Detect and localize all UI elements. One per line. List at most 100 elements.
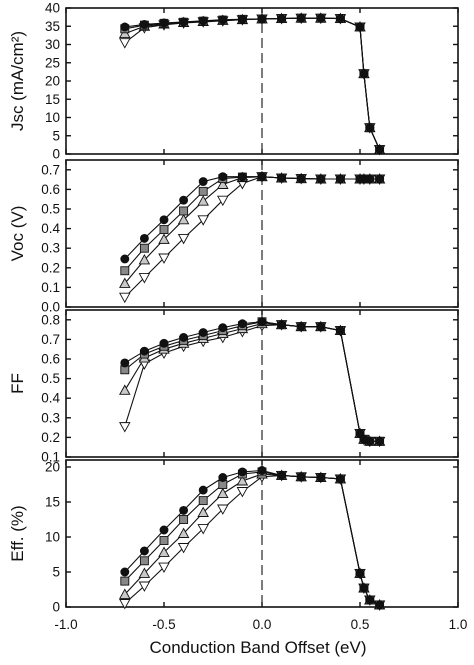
panel-2-series-1-point (179, 195, 189, 205)
x-tick-label: 0.0 (253, 617, 272, 632)
panel-2-series-1-point (159, 215, 169, 225)
panel-2-ytick-label: 0.4 (41, 221, 60, 236)
panel-2-series-1-point (277, 173, 287, 183)
panel-3-series-1-point (139, 346, 149, 356)
panel-2-y-axis-label: Voc (V) (8, 206, 27, 262)
panel-3-series-1-point (159, 338, 169, 348)
panel-3-series-1-point (198, 328, 208, 337)
panel-3-ytick-label: 0.1 (41, 450, 60, 465)
panel-3-y-axis-label: FF (8, 373, 27, 394)
panel-1-series-1-point (257, 14, 267, 24)
panel-1-series-1-point (218, 15, 228, 25)
panel-2-ytick-label: 0.7 (41, 162, 60, 177)
panel-1-series-4-line (124, 17, 381, 150)
panel-1-series-1-point (159, 18, 169, 28)
panel-1-ytick-label: 25 (45, 55, 60, 70)
panel-1-ytick-label: 35 (45, 19, 60, 34)
panel-4-series-1-point (257, 466, 267, 475)
panel-3-series-1-point (316, 322, 326, 332)
panel-4-series-3-point (177, 527, 190, 538)
panel-1-ytick-label: 40 (45, 1, 60, 16)
panel-2-series-4-point (158, 253, 170, 264)
panel-2-series-4-point (138, 273, 151, 284)
panel-4-series-1-point (335, 474, 345, 484)
panel-2-ytick-label: 0.1 (41, 280, 60, 295)
panel-2-series-2-point (159, 225, 169, 235)
panel-1-ytick-label: 10 (45, 110, 60, 125)
panel-2-series-1-point (198, 177, 208, 187)
panel-2-series-3-point (177, 213, 190, 225)
panel-1-series-4-point (119, 38, 131, 49)
panel-1-series-2-line (124, 17, 381, 150)
panel-2-series-1-point (316, 174, 326, 184)
panel-2-series-4-point (119, 292, 131, 304)
panel-2-ytick-label: 0.6 (41, 182, 60, 197)
panel-1-series-3-line (124, 17, 381, 150)
panel-2-series-1-point (365, 174, 375, 184)
x-tick-label: -1.0 (54, 617, 77, 632)
panel-2-series-1-point (296, 174, 306, 184)
panel-4-series-4-point (217, 504, 229, 515)
panel-4-series-1-point (316, 473, 326, 482)
x-tick-label: 1.0 (449, 617, 468, 632)
panel-4-series-1-point (179, 505, 189, 515)
panel-3-ytick-label: 0.2 (41, 430, 60, 445)
panel-4-series-1-point (375, 600, 385, 610)
panel-1-series-1-point (316, 13, 326, 23)
panel-2-ytick-label: 0.3 (41, 241, 60, 256)
panel-4-series-2-point (120, 576, 130, 586)
panel-4-series-1-point (296, 472, 306, 482)
panel-1-series-1-point (355, 22, 365, 32)
panel-2-ytick-label: 0.2 (41, 260, 60, 275)
panel-1-ytick-label: 15 (45, 92, 60, 107)
panel-3-series-1-point (257, 317, 267, 327)
panel-2-series-4-point (217, 195, 229, 207)
panel-1-ytick-label: 5 (52, 128, 60, 143)
panel-4-series-2-point (139, 556, 149, 566)
panel-1-series-1-point (198, 16, 208, 26)
panel-3-series-1-point (296, 322, 306, 332)
panel-4-series-1-point (139, 546, 149, 556)
panel-2-series-1-point (218, 172, 228, 182)
panel-4-series-1-point (198, 485, 208, 495)
panel-4-series-4-point (236, 487, 249, 498)
panel-3-ytick-label: 0.3 (41, 410, 60, 425)
panel-1-ytick-label: 30 (45, 37, 60, 52)
panel-4-series-1-point (237, 467, 247, 477)
panel-3-series-1-point (179, 332, 189, 342)
panel-2-series-1-point (120, 254, 130, 264)
panel-3-ytick-label: 0.4 (41, 391, 60, 406)
panel-2-series-4-point (197, 215, 209, 226)
panel-3-series-1-point (365, 436, 375, 446)
panel-4-ytick-label: 15 (45, 495, 60, 510)
panel-4-series-2-point (198, 496, 208, 506)
panel-4-series-1-point (218, 473, 228, 482)
panel-1-ytick-label: 0 (52, 147, 60, 162)
x-tick-label: -0.5 (152, 617, 175, 632)
panel-4-series-4-line (124, 474, 380, 606)
panel-4-series-3-point (217, 487, 229, 499)
x-axis-label: Conduction Band Offset (eV) (149, 638, 366, 657)
panel-4-series-3-point (236, 475, 249, 486)
panel-3-ytick-label: 0.7 (41, 332, 60, 347)
panel-4-series-1-point (120, 567, 130, 577)
panel-1-series-1-point (120, 22, 130, 32)
panel-2-ytick-label: 0.5 (41, 202, 60, 217)
panel-2-series-3-point (138, 254, 151, 265)
panel-4-series-3-point (158, 546, 170, 557)
panel-4-series-2-point (159, 536, 169, 545)
panel-3-ytick-label: 0.6 (41, 352, 60, 367)
panel-1-series-1-point (179, 17, 189, 27)
panel-4-y-axis-label: Eff. (%) (8, 505, 27, 561)
panel-4-series-3-point (119, 588, 131, 599)
panel-3-ytick-label: 0.5 (41, 371, 60, 386)
panel-2-series-2-point (139, 243, 149, 253)
panel-2-series-2-point (120, 266, 130, 276)
panel-2-series-3-point (197, 195, 209, 206)
panel-3-series-1-point (375, 436, 385, 446)
panel-4-series-1-point (355, 568, 365, 578)
panel-2-series-1-point (335, 174, 345, 184)
panel-1-series-1-point (139, 19, 149, 29)
panel-2-series-2-point (198, 186, 208, 196)
